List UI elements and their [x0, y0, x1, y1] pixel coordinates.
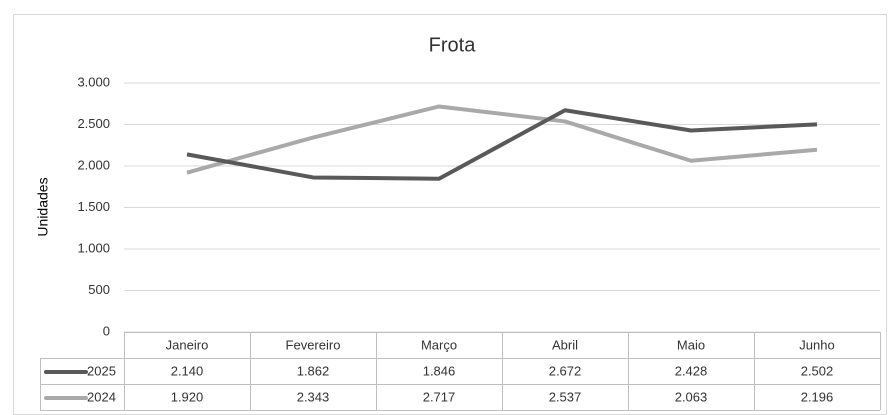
y-tick-label: 3.000 — [77, 74, 110, 89]
table-value: 2.502 — [801, 363, 834, 378]
y-axis-label: Unidades — [35, 177, 51, 236]
table-value: 2.140 — [171, 363, 204, 378]
table-value: 2.717 — [423, 389, 456, 404]
table-value: 2.063 — [675, 389, 708, 404]
legend-label: 2024 — [87, 389, 116, 404]
chart-border — [13, 14, 887, 415]
category-label: Junho — [799, 337, 834, 352]
y-tick-label: 2.500 — [77, 116, 110, 131]
category-label: Abril — [552, 337, 578, 352]
series-line — [186, 104, 818, 175]
table-value: 2.537 — [549, 389, 582, 404]
y-tick-label: 1.000 — [77, 240, 110, 255]
category-label: Fevereiro — [286, 337, 341, 352]
table-value: 1.862 — [297, 363, 330, 378]
table-value: 2.196 — [801, 389, 834, 404]
table-value: 2.428 — [675, 363, 708, 378]
category-label: Março — [421, 337, 457, 352]
table-value: 2.343 — [297, 389, 330, 404]
table-value: 1.846 — [423, 363, 456, 378]
y-tick-label: 0 — [103, 323, 110, 338]
table-value: 1.920 — [171, 389, 204, 404]
category-label: Janeiro — [166, 337, 209, 352]
table-value: 2.672 — [549, 363, 582, 378]
category-label: Maio — [677, 337, 705, 352]
y-tick-label: 500 — [88, 282, 110, 297]
chart-title: Frota — [429, 34, 477, 56]
y-tick-label: 2.000 — [77, 157, 110, 172]
y-tick-label: 1.500 — [77, 199, 110, 214]
legend-label: 2025 — [87, 363, 116, 378]
series-line — [186, 108, 818, 181]
